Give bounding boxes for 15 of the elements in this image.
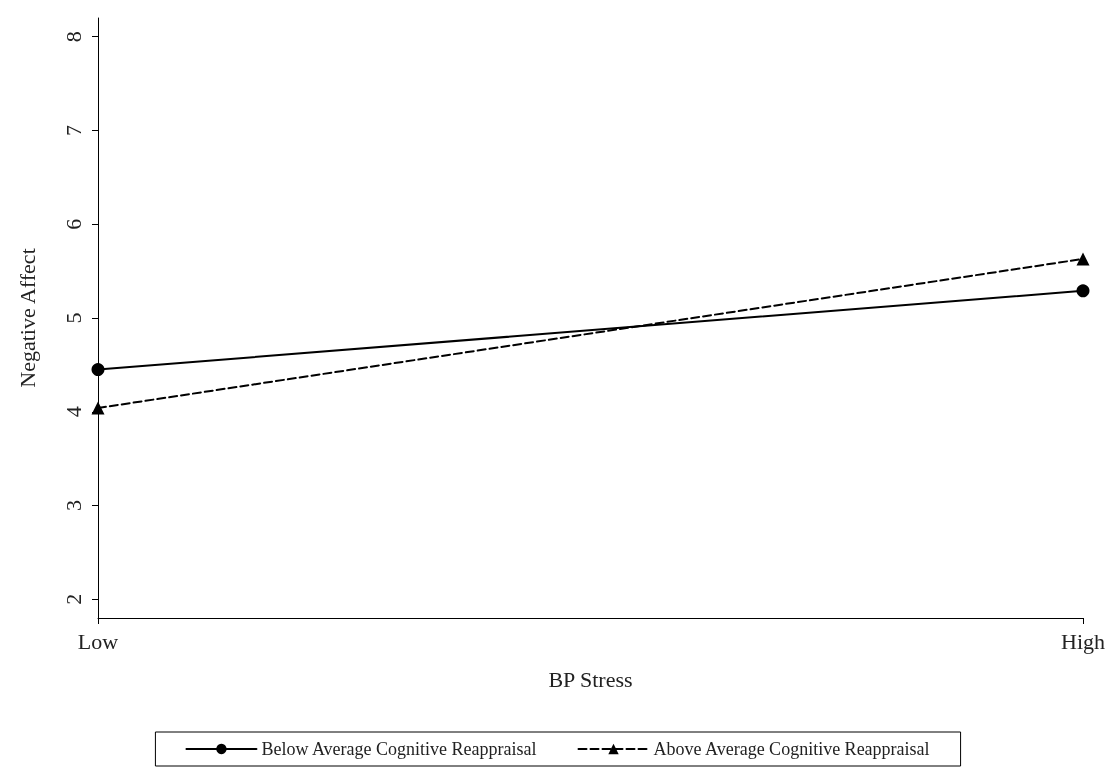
x-tick-label: Low: [77, 628, 119, 654]
y-tick-label: 5: [60, 312, 86, 324]
legend-label: Above Average Cognitive Reappraisal: [653, 739, 930, 759]
legend-label: Below Average Cognitive Reappraisal: [261, 739, 537, 759]
y-axis-title: Negative Affect: [14, 248, 40, 388]
x-tick-label: High: [1061, 628, 1105, 654]
y-tick-label: 6: [60, 218, 86, 230]
point: [1076, 284, 1090, 298]
y-tick-label: 2: [60, 593, 86, 605]
y-tick-label: 7: [60, 125, 86, 136]
x-axis-title: BP Stress: [548, 666, 633, 692]
y-tick-label: 8: [60, 31, 86, 43]
y-tick-label: 4: [60, 406, 86, 418]
y-tick-label: 3: [60, 500, 86, 511]
point: [91, 363, 105, 377]
